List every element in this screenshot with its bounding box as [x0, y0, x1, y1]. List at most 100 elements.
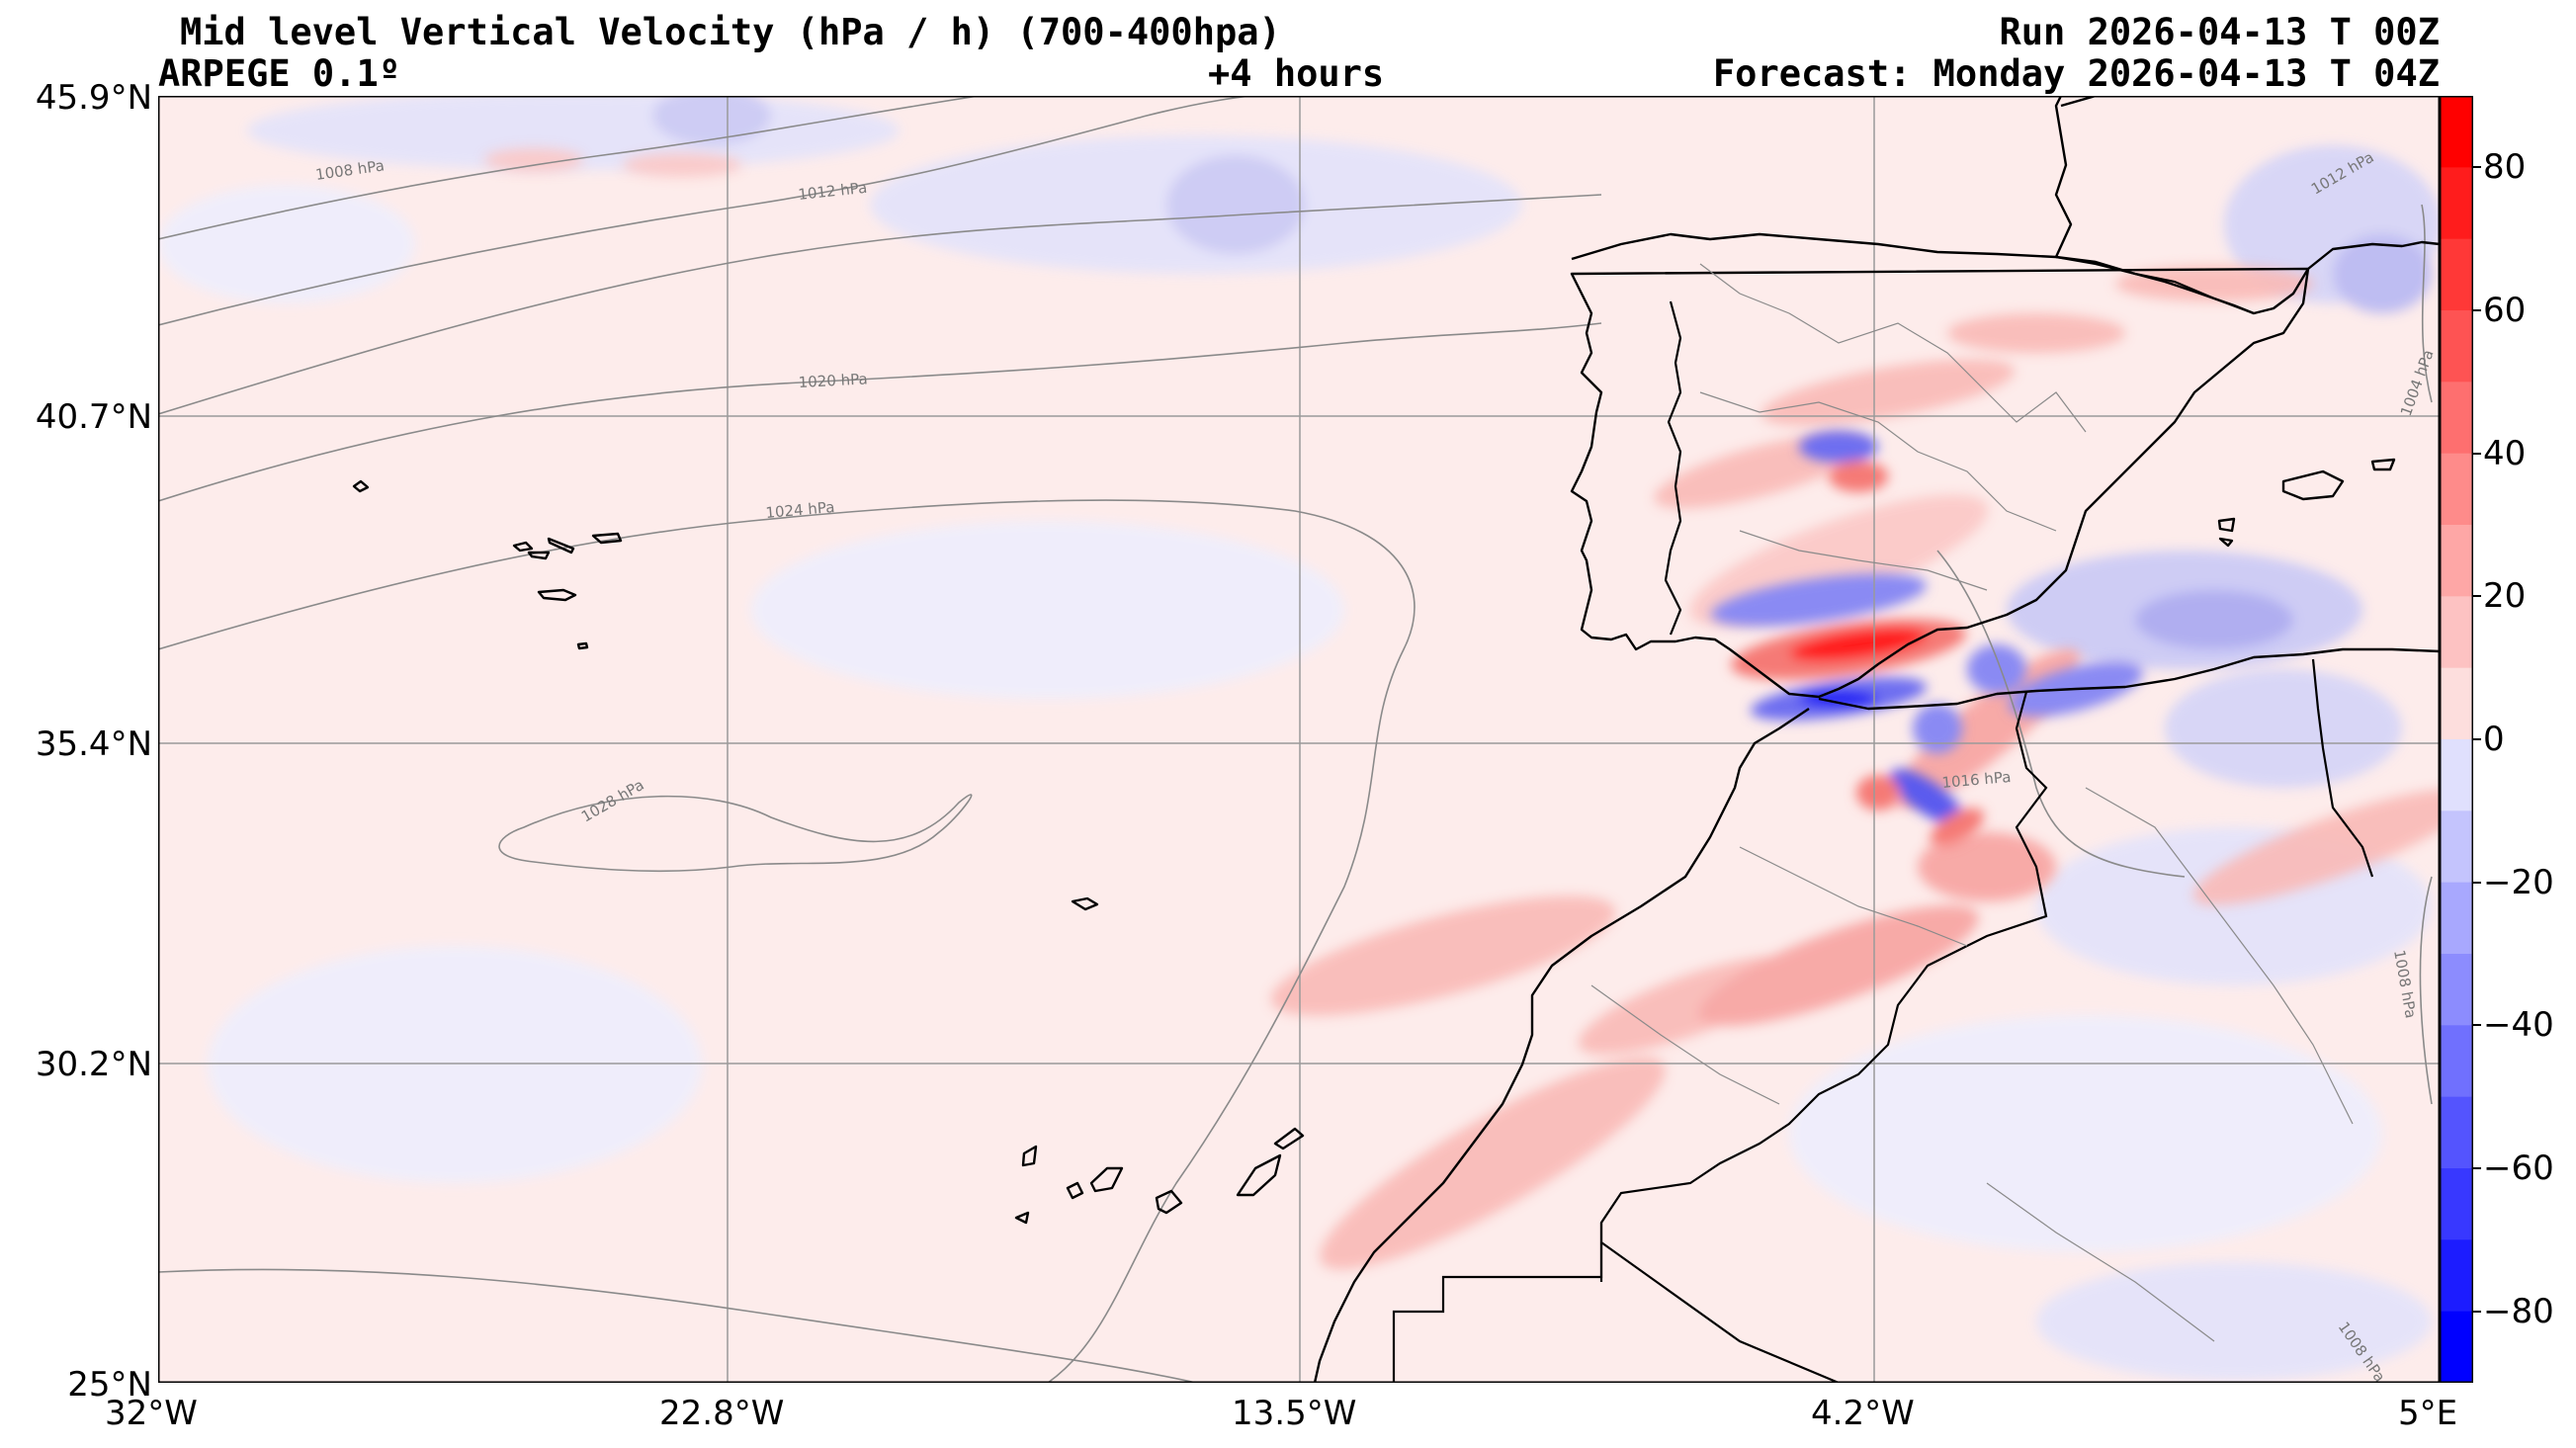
azores-island	[547, 537, 575, 554]
colorbar-segment	[2440, 96, 2473, 168]
france-west-coast	[2054, 96, 2073, 258]
colorbar-segment	[2440, 167, 2473, 240]
blue-area	[158, 185, 415, 303]
colorbar-tick-label: −20	[2483, 862, 2554, 902]
colorbar-segment	[2440, 739, 2473, 811]
colorbar-tick	[2473, 881, 2481, 884]
red-area	[1918, 832, 2056, 901]
colorbar-tick-label: 20	[2483, 576, 2527, 617]
red-area	[623, 153, 741, 177]
morocco-regions	[1590, 984, 1780, 1105]
strong-ascent-core	[1829, 461, 1888, 492]
lon-label: 13.5°W	[1232, 1394, 1357, 1433]
lon-label: 32°W	[105, 1394, 198, 1433]
strong-velocity-cores	[1711, 431, 2143, 847]
mauritania-border	[1600, 1241, 1840, 1383]
strong-descent-core	[1799, 431, 1878, 463]
strong-ascent-core	[1789, 628, 1928, 661]
colorbar-segment	[2440, 1168, 2473, 1240]
canary-island	[1155, 1189, 1183, 1215]
isobar-1028	[498, 794, 973, 873]
spain-regions	[1699, 263, 2087, 433]
colorbar-tick-label: −60	[2483, 1149, 2554, 1188]
colorbar-segment	[2440, 453, 2473, 526]
azores-island	[352, 479, 370, 493]
colorbar-tick-label: −40	[2483, 1005, 2554, 1046]
colorbar-tick	[2473, 1310, 2481, 1313]
balearic-island	[2218, 537, 2234, 548]
colorbar-segment	[2440, 1239, 2473, 1313]
isobar-label: 1020 hPa	[798, 370, 868, 391]
isobar-1008-east	[2419, 876, 2433, 1105]
azores-island	[512, 541, 534, 553]
balearic-island	[2281, 469, 2345, 501]
red-area	[1947, 313, 2125, 353]
borders	[1392, 255, 2374, 1383]
strong-ascent-core	[1856, 775, 1900, 810]
blue-area	[208, 946, 702, 1183]
western-sahara-border	[1392, 1223, 1603, 1383]
red-area	[1760, 359, 2016, 426]
morocco-regions	[1739, 846, 1968, 947]
isobar-1004-1008-east	[2421, 204, 2433, 403]
vertical-velocity-map: 1008 hPa 1012 hPa 1020 hPa 1024 hPa 1028…	[158, 96, 2440, 1383]
strong-descent-core	[1711, 573, 1927, 627]
forecast-label: Forecast: Monday 2026-04-13 T 04Z	[1712, 52, 2440, 95]
lead-time-label: +4 hours	[1208, 52, 1385, 95]
regional-borders	[1590, 263, 2354, 1342]
strong-descent-core	[1799, 690, 1878, 708]
lon-label: 4.2°W	[1811, 1394, 1915, 1433]
chart-title: Mid level Vertical Velocity (hPa / h) (7…	[180, 11, 1281, 53]
azores-island	[527, 551, 551, 560]
madeira-island	[576, 641, 589, 650]
selvagens-island	[1071, 896, 1099, 911]
colorbar-tick	[2473, 1167, 2481, 1169]
canary-island	[1066, 1181, 1084, 1200]
isobar-lines	[158, 96, 2433, 1383]
colorbar-tick	[2473, 595, 2481, 598]
spain-regions	[1739, 530, 1988, 591]
colorbar-segment	[2440, 382, 2473, 455]
map-frame	[158, 96, 2440, 1383]
morocco-coast	[1313, 708, 1810, 1383]
blue-area	[1789, 1015, 2382, 1252]
canary-island	[1014, 1211, 1030, 1225]
colorbar-segment	[2440, 1025, 2473, 1098]
blue-area	[2036, 1262, 2432, 1381]
lat-label: 35.4°N	[35, 724, 152, 764]
colorbar-segment	[2440, 1311, 2473, 1383]
colorbar-segment	[2440, 1096, 2473, 1169]
colorbar-tick-label: −80	[2483, 1291, 2554, 1331]
strong-descent-core	[1967, 644, 2026, 694]
blue-area	[2135, 590, 2293, 649]
model-label: ARPEGE 0.1º	[158, 52, 401, 95]
morocco-algeria-border	[1599, 691, 2048, 1282]
blue-area	[2333, 234, 2432, 313]
colorbar-tick-label: 0	[2483, 720, 2505, 759]
spain-france-border	[2055, 255, 2255, 315]
lat-label: 25°N	[67, 1365, 152, 1405]
canary-island	[1089, 1166, 1124, 1193]
iberia-coast	[1570, 267, 2310, 699]
colorbar-tick	[2473, 452, 2481, 455]
run-label: Run 2026-04-13 T 00Z	[1999, 11, 2440, 53]
colorbar	[2440, 96, 2473, 1383]
colorbar-segment	[2440, 667, 2473, 740]
colorbar-tick-label: 80	[2483, 147, 2527, 188]
negative-velocity-areas	[158, 96, 2440, 1381]
coastlines	[352, 96, 2440, 1383]
portugal-spain-border	[1664, 300, 1682, 636]
isobar-1020	[158, 322, 1602, 502]
canary-island	[1273, 1127, 1305, 1150]
blue-area	[652, 96, 771, 145]
red-area	[2192, 789, 2440, 905]
colorbar-tick	[2473, 309, 2481, 311]
madeira-island	[537, 588, 577, 602]
isobar-1012	[158, 96, 1256, 326]
lat-label: 45.9°N	[35, 78, 152, 118]
isobar-iberia	[1936, 550, 2186, 878]
lat-label: 40.7°N	[35, 397, 152, 437]
red-area	[1320, 1057, 1666, 1270]
colorbar-segment	[2440, 596, 2473, 669]
colorbar-segment	[2440, 238, 2473, 311]
